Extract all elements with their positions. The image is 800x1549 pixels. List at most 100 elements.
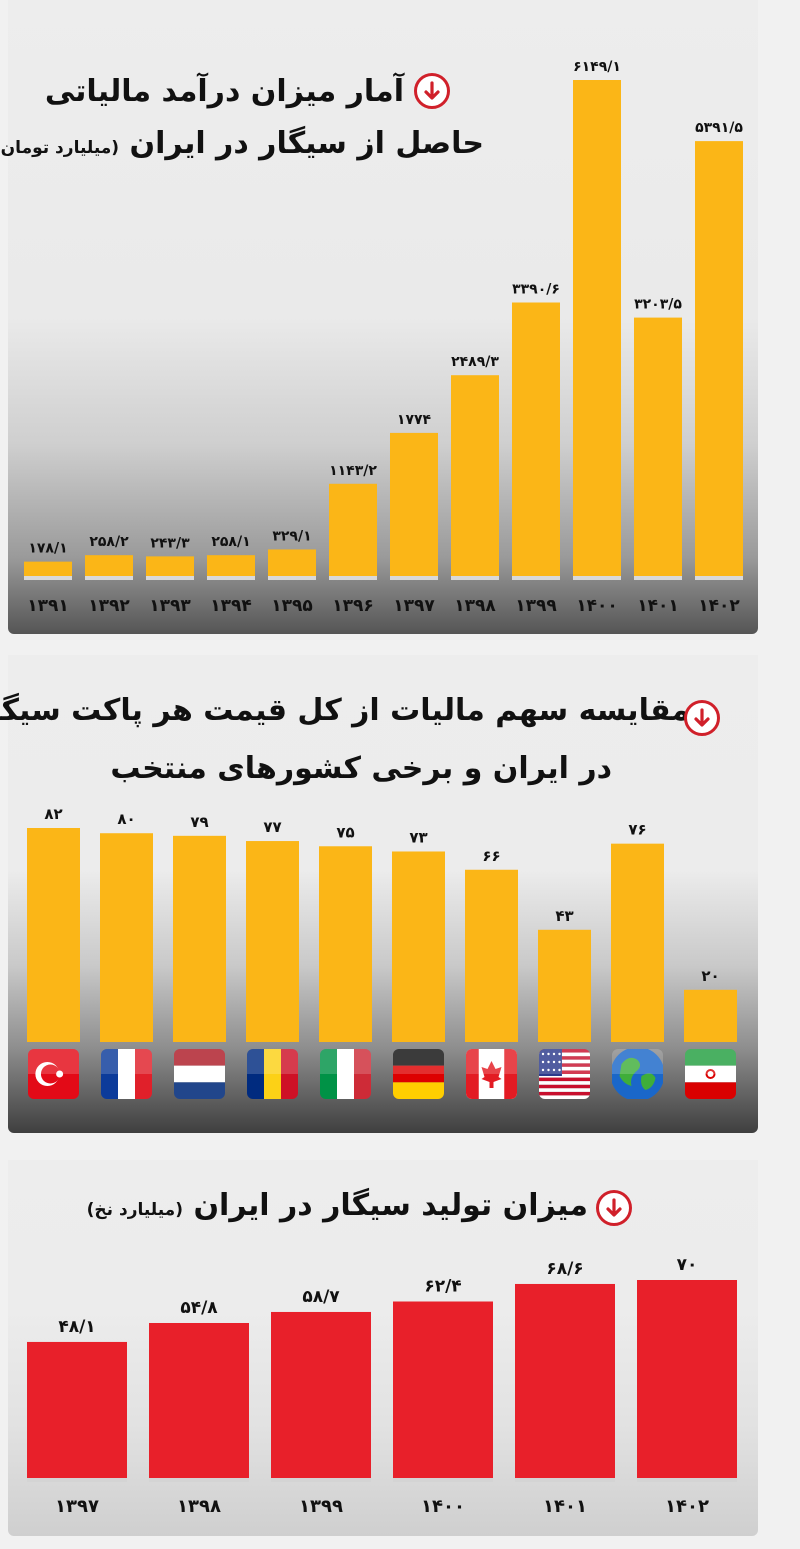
category-label: ۱۳۹۴ [210, 596, 252, 616]
tax-share-title-line1: مقایسه سهم مالیات از کل قیمت هر پاکت سیگ… [0, 693, 690, 728]
bar [465, 869, 518, 1042]
category-label: ۱۳۹۵ [271, 596, 313, 616]
bar-base [271, 1478, 371, 1482]
value-label: ۶۲/۴ [424, 1276, 461, 1296]
value-label: ۲۴۳/۳ [150, 535, 190, 551]
bar [85, 555, 133, 576]
production-title: میزان تولید سیگار در ایران (میلیارد نخ) [87, 1188, 588, 1223]
value-label: ۳۳۹۰/۶ [512, 282, 560, 298]
category-label: ۱۳۹۱ [27, 596, 69, 616]
tax-revenue-unit: (میلیارد تومان) [0, 138, 120, 158]
bar-base [695, 576, 743, 580]
value-label: ۵۴/۸ [180, 1298, 218, 1318]
bar [512, 302, 560, 576]
value-label: ۴۸/۱ [58, 1317, 95, 1337]
bar [637, 1280, 737, 1478]
value-label: ۷۶ [628, 821, 646, 839]
bar [390, 432, 438, 576]
bar [27, 1341, 127, 1478]
category-label: ۱۳۹۹ [299, 1496, 343, 1517]
value-label: ۶۱۴۹/۱ [573, 59, 621, 75]
category-label: ۱۳۹۷ [55, 1496, 99, 1517]
bar [393, 1301, 493, 1478]
bar [634, 317, 682, 576]
bar-base [512, 576, 560, 580]
bar [173, 835, 226, 1042]
bar-base [207, 576, 255, 580]
tax-revenue-title-text: حاصل از سیگار در ایران [129, 126, 484, 161]
bar [319, 846, 372, 1042]
arrow-down-circle-icon [684, 700, 720, 736]
value-label: ۸۰ [117, 810, 135, 828]
value-label: ۱۷۸/۱ [28, 541, 67, 557]
bar [329, 483, 377, 576]
iran-flag [685, 1049, 736, 1099]
bar [207, 555, 255, 576]
bar-base [149, 1478, 249, 1482]
value-label: ۵۸/۷ [302, 1287, 340, 1307]
bar-base [393, 1478, 493, 1482]
bar [451, 375, 499, 576]
italy-flag [320, 1049, 371, 1099]
bar [100, 833, 153, 1042]
value-label: ۷۷ [263, 818, 281, 836]
category-label: ۱۴۰۰ [421, 1496, 465, 1517]
category-label: ۱۳۹۳ [149, 596, 191, 616]
value-label: ۷۹ [190, 813, 208, 831]
bar-base [573, 576, 621, 580]
category-label: ۱۴۰۲ [698, 596, 740, 616]
value-label: ۲۴۸۹/۳ [451, 354, 499, 370]
category-label: ۱۴۰۱ [543, 1496, 587, 1517]
tax-share-panel: مقایسه سهم مالیات از کل قیمت هر پاکت سیگ… [0, 655, 758, 1133]
bar [538, 929, 591, 1042]
bar-base [268, 576, 316, 580]
value-label: ۱۱۴۳/۲ [329, 463, 377, 479]
bar [268, 549, 316, 576]
usa-flag [539, 1049, 590, 1099]
value-label: ۵۳۹۱/۵ [695, 120, 743, 136]
value-label: ۱۷۷۴ [397, 412, 432, 428]
bar-base [27, 1478, 127, 1482]
tax-revenue-title-line2: حاصل از سیگار در ایران (میلیارد تومان) [0, 126, 484, 161]
bar-base [390, 576, 438, 580]
turkey-flag [28, 1049, 79, 1099]
bar [611, 843, 664, 1042]
tax-share-chart: ۸۲ ۸۰ ۷۹ ۷۷ ۷۵ ۷۳ ۶۶ ۴۳ ۷۶ ۲۰ [27, 805, 737, 1099]
bar [27, 828, 80, 1042]
category-label: ۱۴۰۰ [576, 596, 618, 616]
bar-base [634, 576, 682, 580]
category-label: ۱۳۹۸ [177, 1496, 221, 1517]
bar [695, 141, 743, 577]
tax-share-title-line2: در ایران و برخی کشورهای منتخب [110, 751, 612, 786]
production-panel: میزان تولید سیگار در ایران (میلیارد نخ) … [8, 1160, 758, 1536]
category-label: ۱۴۰۱ [637, 596, 679, 616]
bar [149, 1322, 249, 1478]
category-label: ۱۳۹۹ [515, 596, 557, 616]
category-label: ۱۳۹۷ [393, 596, 435, 616]
value-label: ۷۳ [409, 828, 427, 846]
tax-revenue-panel: آمار میزان درآمد مالیاتی حاصل از سیگار د… [0, 0, 758, 634]
value-label: ۳۲۹/۱ [272, 528, 311, 544]
bar [684, 989, 737, 1042]
tax-revenue-title-line1: آمار میزان درآمد مالیاتی [44, 74, 404, 109]
production-unit: (میلیارد نخ) [86, 1200, 183, 1220]
value-label: ۳۲۰۳/۵ [634, 297, 682, 313]
value-label: ۶۶ [482, 847, 500, 865]
bar [271, 1311, 371, 1478]
bar [146, 556, 194, 576]
bar-base [329, 576, 377, 580]
bar [24, 561, 72, 576]
romania-flag [247, 1049, 298, 1099]
bar [246, 841, 299, 1042]
value-label: ۶۸/۶ [546, 1259, 583, 1279]
category-label: ۱۴۰۲ [665, 1496, 709, 1517]
production-chart: ۴۸/۱ ۱۳۹۷ ۵۴/۸ ۱۳۹۸ ۵۸/۷ ۱۳۹۹ ۶۲/۴ ۱۴۰۰ ۶۸/۶ ۱۴۰۱… [27, 1255, 737, 1517]
bar-base [85, 576, 133, 580]
netherlands-flag [174, 1049, 225, 1099]
globe-icon [612, 1049, 663, 1099]
bar [392, 851, 445, 1042]
arrow-down-circle-icon [414, 73, 450, 109]
germany-flag [393, 1049, 444, 1099]
category-label: ۱۳۹۶ [332, 596, 374, 616]
bar [573, 80, 621, 576]
